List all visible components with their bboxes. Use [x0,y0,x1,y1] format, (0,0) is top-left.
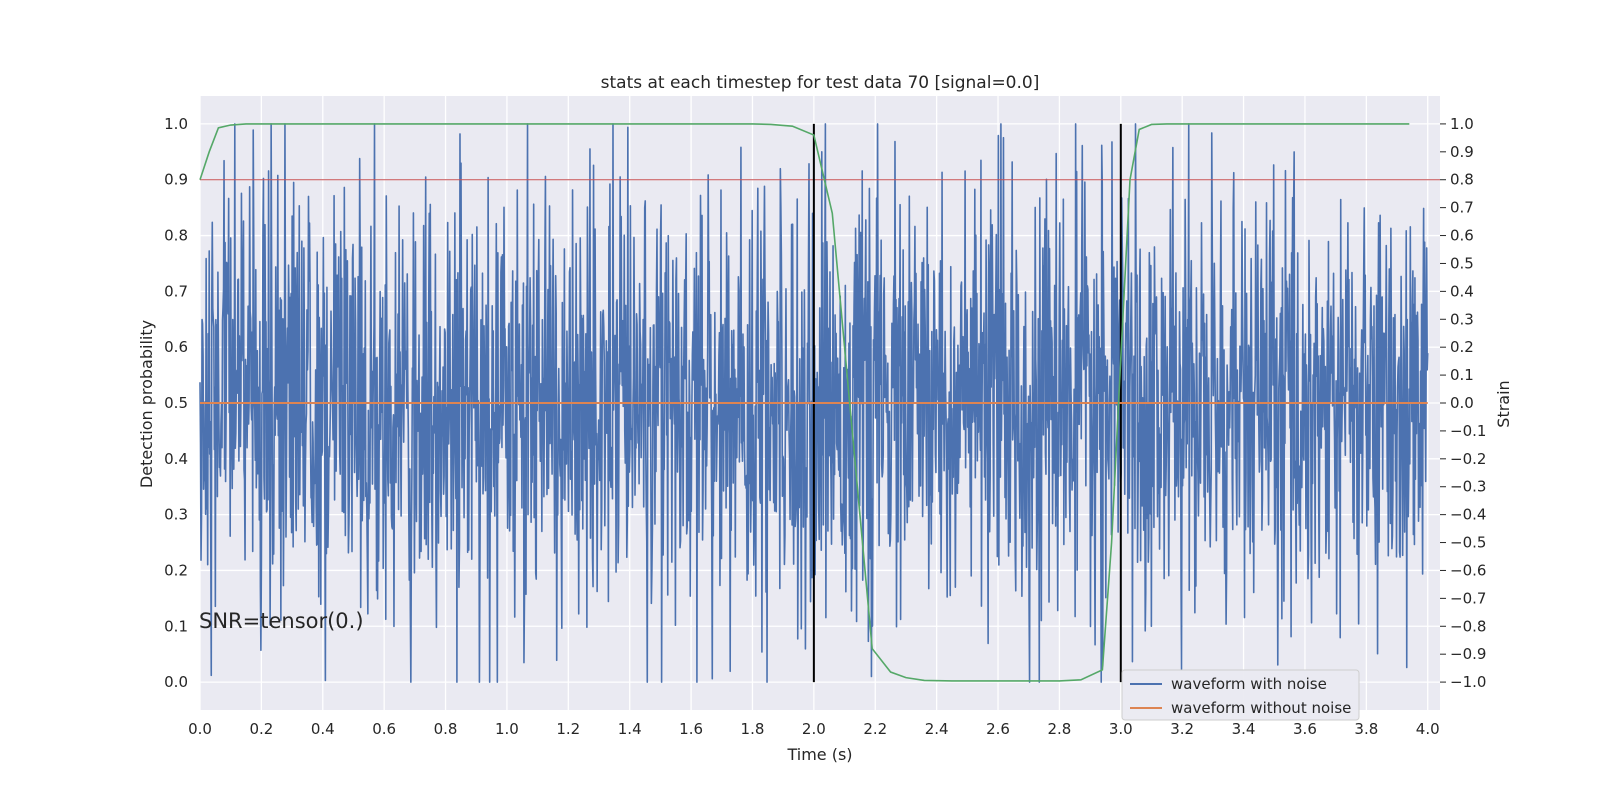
y2-tick-label: 0.9 [1450,143,1474,161]
y-tick-label: 0.1 [164,617,188,635]
y2-tick-label: −0.4 [1450,506,1486,524]
y-tick-label: 0.4 [164,450,188,468]
y-tick-label: 0.2 [164,561,188,579]
y2-tick-label: −0.2 [1450,450,1486,468]
y-tick-label: 0.0 [164,673,188,691]
x-tick-label: 3.6 [1293,720,1317,738]
x-tick-label: 3.4 [1232,720,1256,738]
y-tick-label: 1.0 [164,115,188,133]
x-tick-label: 3.8 [1354,720,1378,738]
y2-tick-label: 0.7 [1450,199,1474,217]
legend: waveform with noise waveform without noi… [1121,669,1360,721]
x-tick-label: 2.6 [986,720,1010,738]
y-axis-ticks: 0.0 0.1 0.2 0.3 0.4 0.5 0.6 0.7 0.8 0.9 1.0 [164,115,188,691]
y2-tick-label: 0.5 [1450,254,1474,272]
x-tick-label: 0.6 [372,720,396,738]
plot-lines [199,123,1440,683]
y2-tick-label: 0.2 [1450,338,1474,356]
snr-annotation: SNR=tensor(0.) [199,609,364,633]
y-tick-label: 0.3 [164,506,188,524]
y-tick-label: 0.9 [164,171,188,189]
x-tick-label: 1.2 [556,720,580,738]
y-tick-label: 0.6 [164,338,188,356]
x-tick-label: 4.0 [1416,720,1440,738]
x-axis-ticks: 0.0 0.2 0.4 0.6 0.8 1.0 1.2 1.4 1.6 1.8 2.0 2.2 2.4 2… [188,720,1440,738]
y-tick-label: 0.7 [164,282,188,300]
chart-title: stats at each timestep for test data 70 … [601,73,1040,93]
x-tick-label: 2.2 [863,720,887,738]
y2-tick-label: 0.4 [1450,282,1474,300]
y2-tick-label: 0.1 [1450,366,1474,384]
y2-tick-label: 1.0 [1450,115,1474,133]
y2-tick-label: −0.9 [1450,645,1486,663]
y2-tick-label: −0.8 [1450,617,1486,635]
x-tick-label: 1.4 [618,720,642,738]
y2-tick-label: 0.0 [1450,394,1474,412]
y2-tick-label: 0.8 [1450,171,1474,189]
y2-tick-label: −0.3 [1450,478,1486,496]
x-tick-label: 2.4 [925,720,949,738]
y2-tick-label: −1.0 [1450,673,1486,691]
y2-tick-label: 0.3 [1450,310,1474,328]
x-tick-label: 2.0 [802,720,826,738]
y2-tick-label: −0.6 [1450,561,1486,579]
legend-box [1121,669,1360,721]
y2-tick-label: −0.1 [1450,422,1486,440]
legend-label-clean: waveform without noise [1171,699,1351,717]
x-axis-title: Time (s) [786,745,852,764]
x-tick-label: 1.8 [741,720,765,738]
x-tick-label: 1.0 [495,720,519,738]
y2-tick-label: −0.5 [1450,534,1486,552]
y-axis-title: Detection probability [137,320,156,488]
y-tick-label: 0.8 [164,227,188,245]
y-tick-label: 0.5 [164,394,188,412]
legend-label-noisy: waveform with noise [1171,675,1327,693]
x-tick-label: 0.8 [434,720,458,738]
x-tick-label: 3.2 [1170,720,1194,738]
y2-axis-title: Strain [1494,380,1513,427]
x-tick-label: 0.2 [249,720,273,738]
x-tick-label: 0.0 [188,720,212,738]
x-tick-label: 0.4 [311,720,335,738]
series-detection-probability [199,123,1410,682]
y2-axis-ticks: 1.0 0.9 0.8 0.7 0.6 0.5 0.4 0.3 0.2 0.1 0.0 −0.1 −0.… [1440,115,1486,691]
x-tick-label: 1.6 [679,720,703,738]
y2-tick-label: −0.7 [1450,589,1486,607]
x-tick-label: 2.8 [1047,720,1071,738]
x-tick-label: 3.0 [1109,720,1133,738]
y2-tick-label: 0.6 [1450,227,1474,245]
